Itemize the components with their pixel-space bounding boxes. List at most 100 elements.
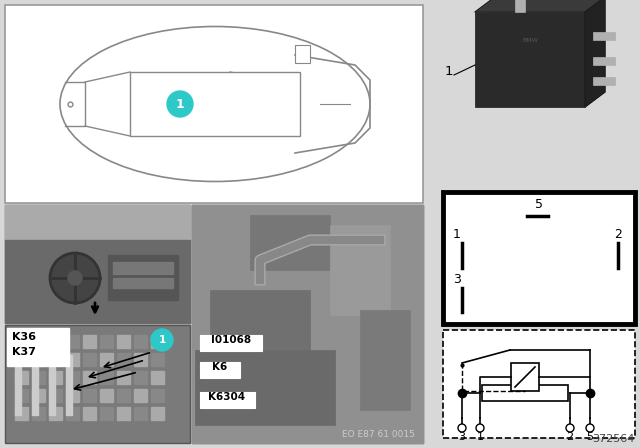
Bar	[66, 371, 79, 384]
Bar	[443, 330, 635, 438]
Bar	[32, 407, 45, 420]
Bar	[32, 355, 38, 415]
Bar	[195, 350, 335, 425]
Bar	[5, 205, 190, 240]
Bar	[250, 215, 330, 270]
Circle shape	[458, 424, 466, 432]
Bar	[117, 389, 130, 402]
Bar	[482, 385, 568, 401]
Bar	[66, 335, 79, 348]
Bar	[360, 310, 410, 410]
Text: 372564: 372564	[593, 434, 635, 444]
Bar	[134, 353, 147, 366]
Text: 3: 3	[453, 273, 461, 286]
Text: K37: K37	[12, 347, 36, 357]
Bar	[15, 389, 28, 402]
Bar	[117, 353, 130, 366]
Text: K6304: K6304	[209, 392, 246, 402]
Circle shape	[586, 424, 594, 432]
Bar	[200, 335, 262, 351]
Bar	[134, 371, 147, 384]
Bar	[134, 389, 147, 402]
Text: K6: K6	[212, 362, 228, 372]
Text: 5: 5	[535, 198, 543, 211]
Text: 1: 1	[445, 65, 453, 78]
Bar	[151, 353, 164, 366]
Bar	[49, 353, 62, 366]
Bar	[130, 72, 300, 136]
Bar	[5, 240, 190, 323]
Bar	[66, 355, 72, 415]
Bar	[330, 225, 390, 315]
Bar	[15, 353, 28, 366]
Bar	[443, 192, 635, 324]
Bar	[113, 262, 173, 274]
Bar	[49, 335, 62, 348]
Text: I01068: I01068	[211, 335, 251, 345]
Bar	[151, 407, 164, 420]
Bar	[15, 335, 28, 348]
Bar	[49, 355, 55, 415]
Bar	[117, 335, 130, 348]
Bar	[134, 407, 147, 420]
Bar	[49, 407, 62, 420]
Bar	[83, 371, 96, 384]
Bar	[100, 335, 113, 348]
Bar	[295, 45, 310, 63]
Bar	[117, 371, 130, 384]
Text: 1: 1	[477, 432, 483, 442]
Bar	[15, 407, 28, 420]
Bar	[5, 325, 190, 443]
Text: BMW: BMW	[522, 38, 538, 43]
Bar	[83, 353, 96, 366]
Circle shape	[167, 91, 193, 117]
Circle shape	[476, 424, 484, 432]
Text: 2: 2	[614, 228, 622, 241]
Bar	[475, 12, 585, 107]
Text: 5: 5	[586, 432, 593, 442]
Bar	[15, 371, 28, 384]
Text: 2: 2	[566, 432, 573, 442]
Polygon shape	[585, 0, 605, 107]
Bar	[66, 353, 79, 366]
Bar	[83, 335, 96, 348]
Bar	[7, 328, 69, 366]
Bar	[100, 353, 113, 366]
Bar	[49, 389, 62, 402]
Circle shape	[68, 271, 82, 285]
Ellipse shape	[60, 26, 370, 181]
Bar	[66, 389, 79, 402]
Bar	[593, 32, 615, 40]
Bar	[117, 407, 130, 420]
Circle shape	[50, 253, 100, 303]
Text: K36: K36	[12, 332, 36, 342]
Bar	[200, 362, 240, 378]
Bar	[151, 371, 164, 384]
Bar	[192, 205, 423, 443]
Bar	[593, 77, 615, 85]
Bar	[134, 335, 147, 348]
Polygon shape	[475, 0, 605, 12]
Bar	[108, 255, 178, 300]
Bar	[32, 371, 45, 384]
Text: 1: 1	[158, 335, 166, 345]
Bar	[15, 355, 21, 415]
Bar	[100, 389, 113, 402]
Bar	[100, 407, 113, 420]
Bar	[113, 278, 173, 288]
Bar	[435, 5, 635, 190]
Bar	[511, 363, 539, 391]
Bar	[32, 335, 45, 348]
Bar	[151, 335, 164, 348]
Bar	[151, 389, 164, 402]
Bar	[210, 290, 310, 350]
Bar	[5, 205, 190, 323]
Bar	[83, 389, 96, 402]
Bar	[192, 205, 423, 443]
Bar	[100, 371, 113, 384]
Bar	[593, 57, 615, 65]
Bar	[200, 392, 255, 408]
Bar	[515, 0, 525, 12]
Circle shape	[151, 329, 173, 351]
Circle shape	[566, 424, 574, 432]
